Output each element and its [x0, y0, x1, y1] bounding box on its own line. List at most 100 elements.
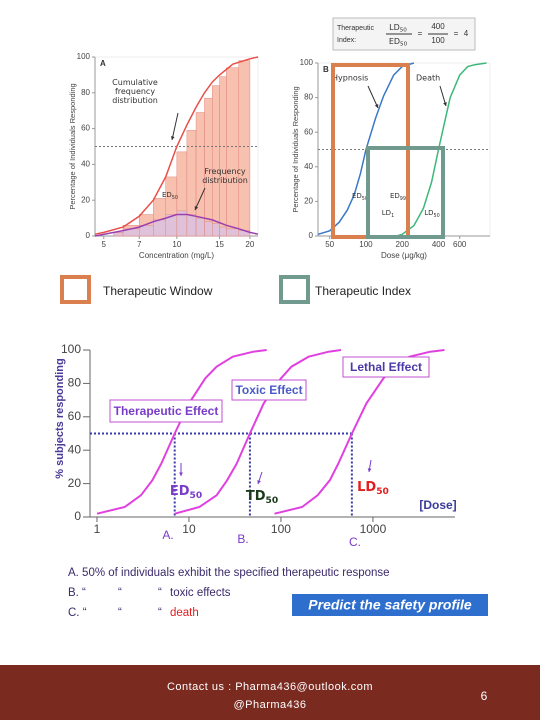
note-text: “ — [118, 607, 122, 619]
marker-label-sub: 50 — [266, 495, 279, 505]
note-text: A. 50% of individuals exhibit the specif… — [68, 567, 390, 579]
y-tick-label: 40 — [304, 162, 313, 171]
marker-label-sub: 50 — [376, 486, 389, 496]
x-tick-label: 20 — [245, 240, 254, 249]
footer-contact: Contact us : Pharma436@outlook.com — [167, 681, 373, 693]
note-text: “ — [158, 587, 162, 599]
marker-label-main: LD — [357, 480, 376, 495]
y-axis-label: % subjects responding — [54, 358, 66, 478]
marker-label: ED50 — [170, 484, 202, 501]
legend-swatch — [60, 275, 91, 304]
arrow — [194, 187, 206, 211]
x-tick-label: 400 — [432, 240, 446, 249]
marker-label: TD50 — [246, 489, 278, 506]
annotation: LD1 — [382, 209, 394, 219]
arrow-head — [257, 480, 261, 484]
annotation-main: ED — [390, 192, 400, 200]
formula-equals: = — [418, 29, 423, 38]
annotation-main: ED — [162, 191, 172, 199]
footer-bar — [0, 665, 540, 720]
y-axis-label: Percentage of Individuals Responding — [68, 83, 77, 209]
note-text: toxic effects — [170, 587, 231, 599]
x-tick-label: 200 — [396, 240, 410, 249]
y-tick-label: 80 — [81, 88, 90, 97]
annotation: LD50 — [424, 209, 440, 219]
series-label: Cumulative frequency distribution — [112, 78, 158, 105]
formula-title: Therapeutic — [337, 25, 374, 32]
note-text: “ — [158, 607, 162, 619]
annotation-main: ED — [352, 192, 362, 200]
histogram-bar — [186, 214, 197, 237]
arrow-head — [194, 206, 199, 210]
marker-label-sub: 50 — [190, 490, 203, 500]
y-tick-label: 0 — [309, 231, 314, 240]
x-tick-label: 600 — [453, 240, 467, 249]
marker-label: LD50 — [357, 480, 389, 497]
formula-denominator-main: ED — [389, 37, 400, 46]
y-tick-label: 60 — [81, 124, 90, 133]
formula-denominator-sub: 50 — [400, 41, 408, 47]
arrow-head — [374, 104, 379, 108]
legend-swatch — [279, 275, 310, 304]
series-line — [274, 349, 445, 515]
formula-equals: = — [454, 29, 459, 38]
y-tick-label: 100 — [300, 58, 314, 67]
panel-label: B — [323, 65, 329, 74]
marker-point: A. — [162, 528, 173, 542]
histogram-bar — [153, 219, 166, 237]
formula-denominator: ED50 — [389, 37, 408, 47]
note-text: death — [170, 607, 199, 619]
histogram-bar — [226, 228, 240, 237]
x-axis-label: Dose (μg/kg) — [381, 251, 427, 260]
histogram-bar — [238, 60, 251, 237]
formula-numerator-main: LD — [389, 23, 400, 32]
annotation-sub: 50 — [172, 195, 178, 201]
y-tick-label: 80 — [304, 93, 313, 102]
annotation: ED99 — [390, 192, 406, 202]
y-tick-label: 20 — [81, 195, 90, 204]
annotation-main: LD — [382, 209, 391, 217]
x-tick-label: 10 — [172, 240, 181, 249]
histogram-bar — [212, 223, 220, 237]
series-label: Hypnosis — [332, 74, 368, 83]
marker-label-main: TD — [246, 489, 266, 504]
marker-label-main: ED — [170, 484, 190, 499]
formula-title: Index: — [337, 37, 356, 44]
x-tick-label: 10 — [182, 522, 196, 536]
x-axis-label: Concentration (mg/L) — [139, 251, 214, 260]
y-tick-label: 0 — [74, 509, 81, 523]
banner-box — [292, 594, 488, 616]
x-tick-label: 1000 — [360, 522, 387, 536]
arrow — [171, 112, 179, 141]
y-tick-label: 20 — [68, 476, 82, 490]
y-tick-label: 40 — [81, 160, 90, 169]
arrow — [367, 85, 379, 109]
series-line — [94, 56, 259, 235]
x-tick-label: 100 — [359, 240, 373, 249]
y-tick-label: 40 — [68, 442, 82, 456]
note-text: “ — [118, 587, 122, 599]
formula-value: 400 — [431, 22, 445, 31]
series-label: Therapeutic Effect — [114, 404, 219, 418]
series-line — [396, 62, 487, 237]
annotation-sub: 50 — [362, 196, 368, 202]
series-line — [174, 349, 342, 515]
series-label: Death — [416, 74, 440, 83]
y-tick-label: 0 — [86, 231, 91, 240]
y-tick-label: 100 — [61, 342, 81, 356]
histogram-bar — [212, 85, 220, 237]
annotation-sub: 50 — [434, 213, 440, 219]
arrow-head — [179, 472, 183, 476]
histogram-bar — [219, 76, 227, 237]
formula-result: 4 — [464, 29, 469, 38]
series-line — [94, 213, 259, 237]
arrow-head — [367, 468, 372, 472]
histogram-bar — [195, 217, 205, 237]
x-tick-label: 15 — [215, 240, 224, 249]
series-label: Toxic Effect — [235, 383, 302, 397]
x-axis-label: [Dose] — [419, 498, 456, 512]
x-tick-label: 50 — [325, 240, 334, 249]
x-tick-label: 7 — [137, 240, 142, 249]
